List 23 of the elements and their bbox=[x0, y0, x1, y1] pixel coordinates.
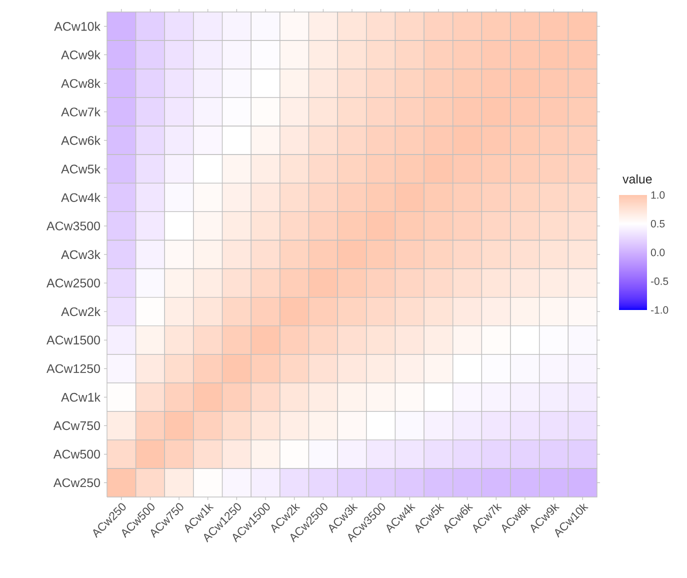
y-tick-label: ACw250 bbox=[53, 478, 100, 488]
y-tick-label: ACw2k bbox=[61, 306, 100, 316]
y-tick-label: ACw1k bbox=[61, 392, 100, 402]
y-tick-label: ACw1250 bbox=[46, 364, 100, 374]
y-tick-label: ACw5k bbox=[61, 164, 100, 174]
y-tick-label: ACw4k bbox=[61, 192, 100, 202]
y-tick-label: ACw3500 bbox=[46, 222, 100, 230]
y-tick-label: ACw2500 bbox=[46, 278, 100, 288]
y-tick-label: ACw10k bbox=[54, 22, 100, 31]
y-tick-label: ACw6k bbox=[61, 136, 100, 145]
y-tick-label: ACw750 bbox=[53, 421, 100, 430]
y-tick-label: ACw3k bbox=[61, 250, 100, 260]
color-bar-label: -0.5 bbox=[650, 278, 668, 285]
y-tick-label: ACw500 bbox=[53, 450, 100, 459]
y-tick-label: ACw1500 bbox=[46, 336, 100, 344]
color-bar-label: -1.0 bbox=[650, 306, 668, 314]
color-bar-label: 1.0 bbox=[651, 191, 665, 199]
y-tick-label: ACw7k bbox=[61, 107, 100, 116]
y-tick-label: ACw9k bbox=[61, 50, 100, 60]
color-bar-label: 0.5 bbox=[650, 220, 665, 228]
color-bar-label: 0.0 bbox=[650, 248, 665, 256]
y-tick-label: ACw8k bbox=[61, 78, 100, 88]
color-bar-title: value bbox=[622, 174, 652, 184]
